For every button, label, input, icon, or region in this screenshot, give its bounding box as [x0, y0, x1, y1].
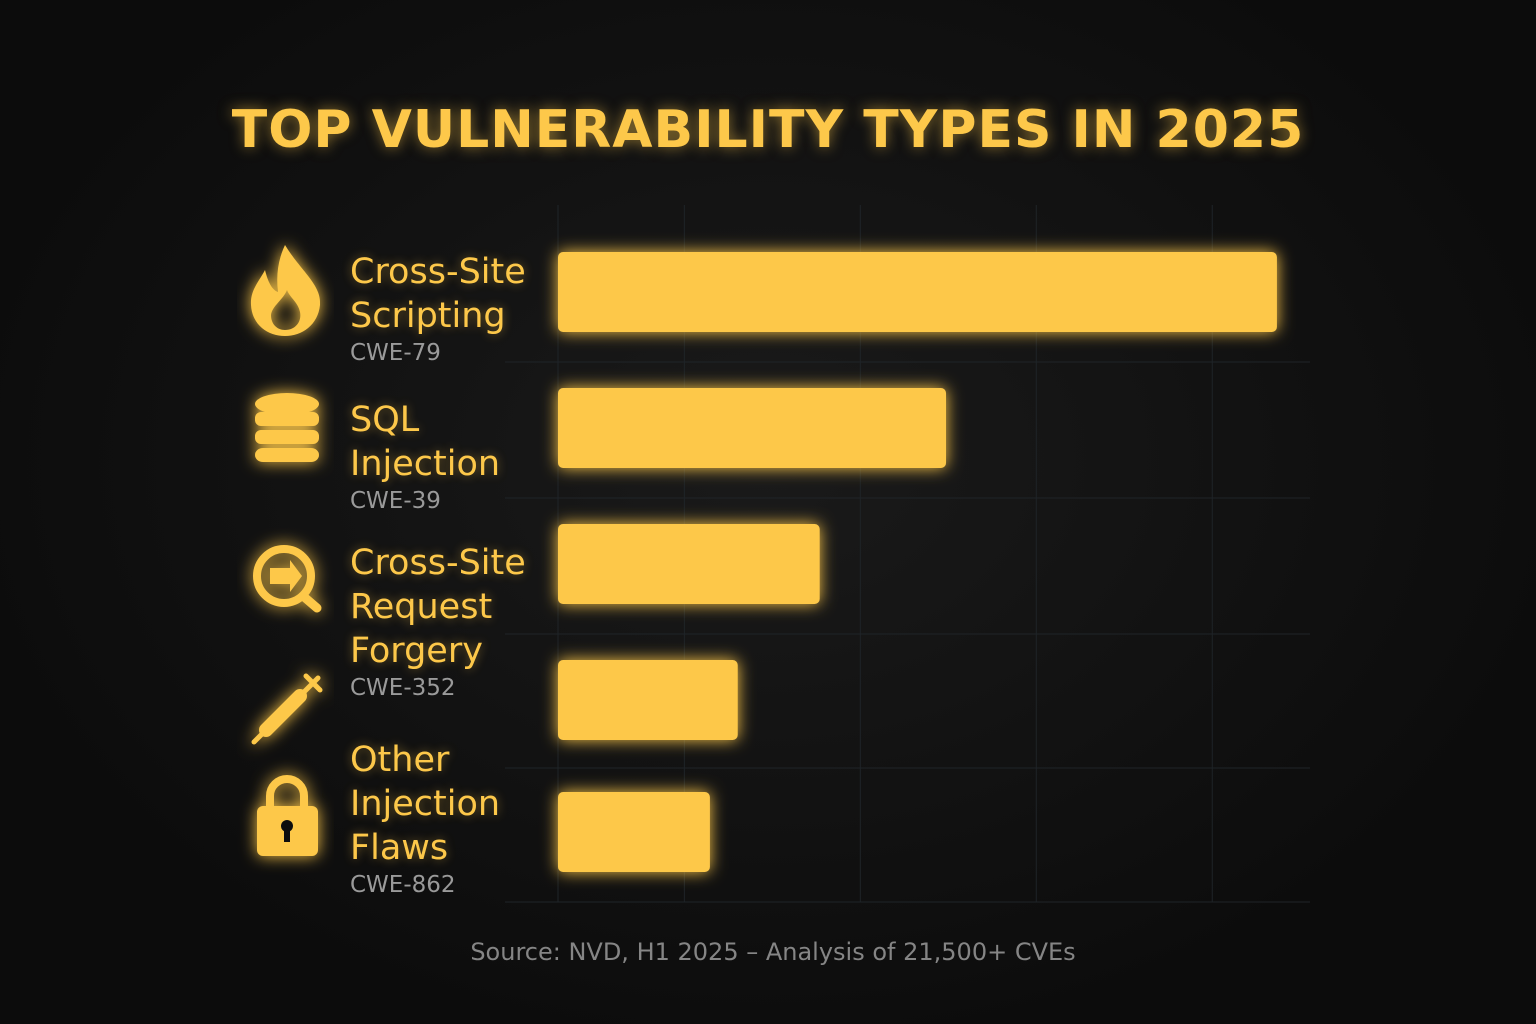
category-label-block: Cross-Site Request Forgery CWE-352: [350, 541, 545, 701]
lock-icon: [257, 775, 318, 856]
category-label: Cross-Site Scripting: [350, 252, 526, 336]
category-label: SQL Injection: [350, 400, 501, 484]
category-label: Other Injection Flaws: [350, 740, 501, 868]
cwe-label: CWE-79: [350, 340, 441, 366]
database-icon: [255, 393, 319, 462]
chart-title: TOP VULNERABILITY TYPES IN 2025: [231, 100, 1305, 160]
source-note: Source: NVD, H1 2025 – Analysis of 21,50…: [470, 938, 1076, 966]
category-label-block: Other Injection Flaws CWE-862: [350, 738, 545, 898]
syringe-icon: [251, 673, 323, 745]
bar: [558, 524, 820, 604]
cwe-label: CWE-862: [350, 872, 456, 898]
bar: [558, 252, 1277, 332]
icons: [250, 245, 323, 856]
cwe-label: CWE-39: [350, 488, 441, 514]
bar: [558, 660, 738, 740]
bar: [558, 792, 710, 872]
cwe-label: CWE-352: [350, 675, 456, 701]
category-label: Cross-Site Request Forgery: [350, 543, 526, 671]
category-label-block: SQL Injection CWE-39: [350, 398, 545, 514]
flame-icon: [250, 245, 321, 336]
bar: [558, 388, 947, 468]
category-label-block: Cross-Site Scripting CWE-79: [350, 250, 545, 366]
search-icon: [253, 545, 322, 613]
